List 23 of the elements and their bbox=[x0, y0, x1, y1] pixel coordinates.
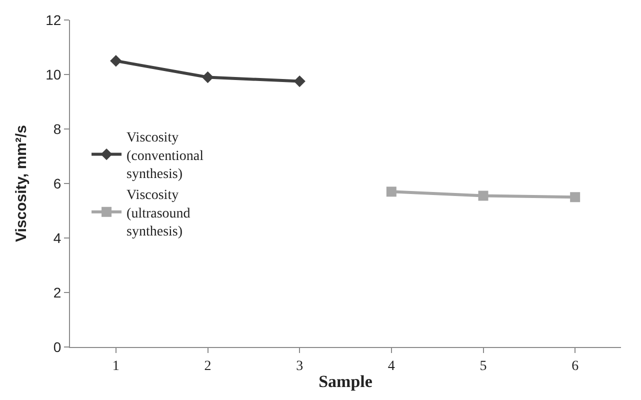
y-tick-label: 2 bbox=[53, 284, 62, 300]
y-axis-title: Viscosity, mm²/s bbox=[12, 125, 30, 242]
legend-label: Viscosity (conventional synthesis) bbox=[126, 130, 204, 182]
x-tick-label: 5 bbox=[480, 358, 487, 374]
point bbox=[570, 192, 580, 202]
y-tick-label: 6 bbox=[53, 175, 62, 192]
x-tick-label: 4 bbox=[388, 358, 395, 374]
point bbox=[478, 190, 488, 201]
y-tick-label: 8 bbox=[53, 120, 62, 137]
x-axis-title: Sample bbox=[318, 372, 373, 392]
point bbox=[294, 75, 306, 88]
point bbox=[202, 71, 214, 84]
point bbox=[386, 186, 396, 197]
y-tick-label: 12 bbox=[46, 12, 62, 28]
y-tick-label: 4 bbox=[53, 230, 62, 246]
legend-label: Viscosity (ultrasound synthesis) bbox=[126, 188, 190, 240]
point bbox=[110, 55, 122, 67]
y-tick-label: 10 bbox=[46, 66, 62, 82]
x-tick-label: 2 bbox=[204, 358, 212, 374]
x-tick-label: 6 bbox=[572, 358, 579, 374]
y-tick-label: 0 bbox=[53, 338, 62, 355]
x-tick-label: 3 bbox=[296, 358, 304, 374]
x-tick-label: 1 bbox=[112, 358, 120, 374]
